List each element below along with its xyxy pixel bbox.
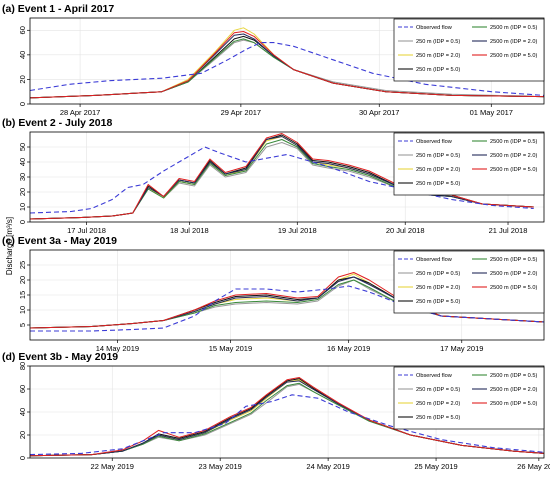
x-tick-label: 26 May 2019 — [517, 462, 550, 471]
legend-label: 250 m (IDP = 5.0) — [416, 415, 460, 421]
panel-3: (c) Event 3a - May 2019 5 10 15 20 25 14 May 2… — [2, 235, 545, 353]
legend-label: Observed flow — [416, 373, 453, 379]
legend-label: 2500 m (IDP = 5.0) — [490, 285, 537, 291]
legend-label: 250 m (IDP = 5.0) — [416, 67, 460, 73]
y-tick-label: 40 — [18, 408, 27, 416]
legend-label: Observed flow — [416, 139, 453, 145]
y-tick-label: 0 — [18, 220, 27, 224]
x-tick-label: 22 May 2019 — [91, 462, 134, 471]
legend-box — [393, 18, 545, 82]
legend-label: 2500 m (IDP = 5.0) — [490, 53, 537, 59]
x-tick-label: 21 Jul 2018 — [489, 226, 528, 235]
legend-box — [393, 132, 545, 196]
x-tick-label: 24 May 2019 — [306, 462, 349, 471]
legend-label: 250 m (IDP = 5.0) — [416, 299, 460, 305]
series-line-observed-flow — [30, 42, 544, 96]
legend-box — [393, 250, 545, 314]
series-line-observed-flow — [30, 394, 544, 456]
x-tick-label: 19 Jul 2018 — [278, 226, 317, 235]
legend-label: Observed flow — [416, 25, 453, 31]
x-tick-label: 01 May 2017 — [470, 108, 513, 117]
x-tick-label: 29 Apr 2017 — [221, 108, 261, 117]
legend-label: 2500 m (IDP = 5.0) — [490, 167, 537, 173]
legend-label: Observed flow — [416, 257, 453, 263]
x-tick-label: 15 May 2019 — [209, 344, 252, 353]
legend-label: 250 m (IDP = 2.0) — [416, 167, 460, 173]
y-tick-label: 0 — [18, 456, 27, 460]
y-tick-label: 0 — [18, 102, 27, 106]
y-tick-label: 40 — [18, 51, 27, 59]
y-tick-label: 40 — [18, 158, 27, 166]
x-tick-label: 14 May 2019 — [96, 344, 139, 353]
panel-1: (a) Event 1 - April 2017 0 20 40 60 28 Apr 20… — [2, 3, 545, 117]
x-tick-label: 25 May 2019 — [414, 462, 457, 471]
legend-label: 250 m (IDP = 0.5) — [416, 153, 460, 159]
legend-label: 2500 m (IDP = 0.5) — [490, 25, 537, 31]
legend-label: 2500 m (IDP = 2.0) — [490, 39, 537, 45]
y-tick-label: 20 — [18, 188, 27, 196]
legend: Observed flow 250 m (IDP = 0.5) 250 m (IDP… — [393, 366, 545, 430]
legend-label: 250 m (IDP = 5.0) — [416, 181, 460, 187]
y-tick-label: 30 — [18, 173, 27, 181]
legend-label: 2500 m (IDP = 2.0) — [490, 271, 537, 277]
legend-label: 2500 m (IDP = 0.5) — [490, 373, 537, 379]
legend-label: 2500 m (IDP = 2.0) — [490, 153, 537, 159]
legend-label: 250 m (IDP = 0.5) — [416, 271, 460, 277]
x-tick-label: 23 May 2019 — [198, 462, 241, 471]
legend-label: 2500 m (IDP = 0.5) — [490, 257, 537, 263]
x-tick-label: 30 Apr 2017 — [359, 108, 399, 117]
y-tick-label: 10 — [18, 203, 27, 211]
legend-label: 250 m (IDP = 2.0) — [416, 53, 460, 59]
legend-label: 2500 m (IDP = 5.0) — [490, 401, 537, 407]
x-tick-label: 20 Jul 2018 — [386, 226, 425, 235]
panel-title: (d) Event 3b - May 2019 — [2, 351, 118, 363]
legend-label: 2500 m (IDP = 2.0) — [490, 387, 537, 393]
y-tick-label: 5 — [18, 323, 27, 327]
y-tick-label: 15 — [18, 291, 27, 299]
legend-label: 250 m (IDP = 0.5) — [416, 39, 460, 45]
y-tick-label: 50 — [18, 143, 27, 151]
legend-label: 250 m (IDP = 2.0) — [416, 285, 460, 291]
legend: Observed flow 250 m (IDP = 0.5) 250 m (IDP… — [393, 132, 545, 196]
panel-title: (b) Event 2 - July 2018 — [2, 117, 112, 129]
series-line-2500-m-idp-5-0 — [30, 31, 544, 99]
y-tick-label: 25 — [18, 261, 27, 269]
legend: Observed flow 250 m (IDP = 0.5) 250 m (IDP… — [393, 250, 545, 314]
panel-title: (c) Event 3a - May 2019 — [2, 235, 117, 247]
legend-label: 250 m (IDP = 2.0) — [416, 401, 460, 407]
legend-label: 250 m (IDP = 0.5) — [416, 387, 460, 393]
panel-2: (b) Event 2 - July 2018 0 10 20 30 40 50 17 Jul… — [2, 117, 545, 235]
x-tick-label: 16 May 2019 — [327, 344, 370, 353]
y-tick-label: 10 — [18, 306, 27, 314]
y-tick-label: 60 — [18, 385, 27, 393]
y-tick-label: 20 — [18, 276, 27, 284]
panel-4: (d) Event 3b - May 2019 0 20 40 60 80 22 May 2… — [2, 351, 550, 471]
series-line-observed-flow — [30, 146, 534, 214]
x-tick-label: 18 Jul 2018 — [170, 226, 209, 235]
panel-title: (a) Event 1 - April 2017 — [2, 3, 114, 15]
y-axis-label: Discharge [m³/s] — [5, 217, 14, 275]
y-tick-label: 20 — [18, 75, 27, 83]
legend: Observed flow 250 m (IDP = 0.5) 250 m (IDP… — [393, 18, 545, 82]
x-tick-label: 28 Apr 2017 — [60, 108, 100, 117]
x-tick-label: 17 May 2019 — [440, 344, 483, 353]
y-tick-label: 60 — [18, 26, 27, 34]
y-tick-label: 80 — [18, 362, 27, 370]
legend-box — [393, 366, 545, 430]
legend-label: 2500 m (IDP = 0.5) — [490, 139, 537, 145]
y-tick-label: 20 — [18, 431, 27, 439]
x-tick-label: 17 Jul 2018 — [67, 226, 106, 235]
